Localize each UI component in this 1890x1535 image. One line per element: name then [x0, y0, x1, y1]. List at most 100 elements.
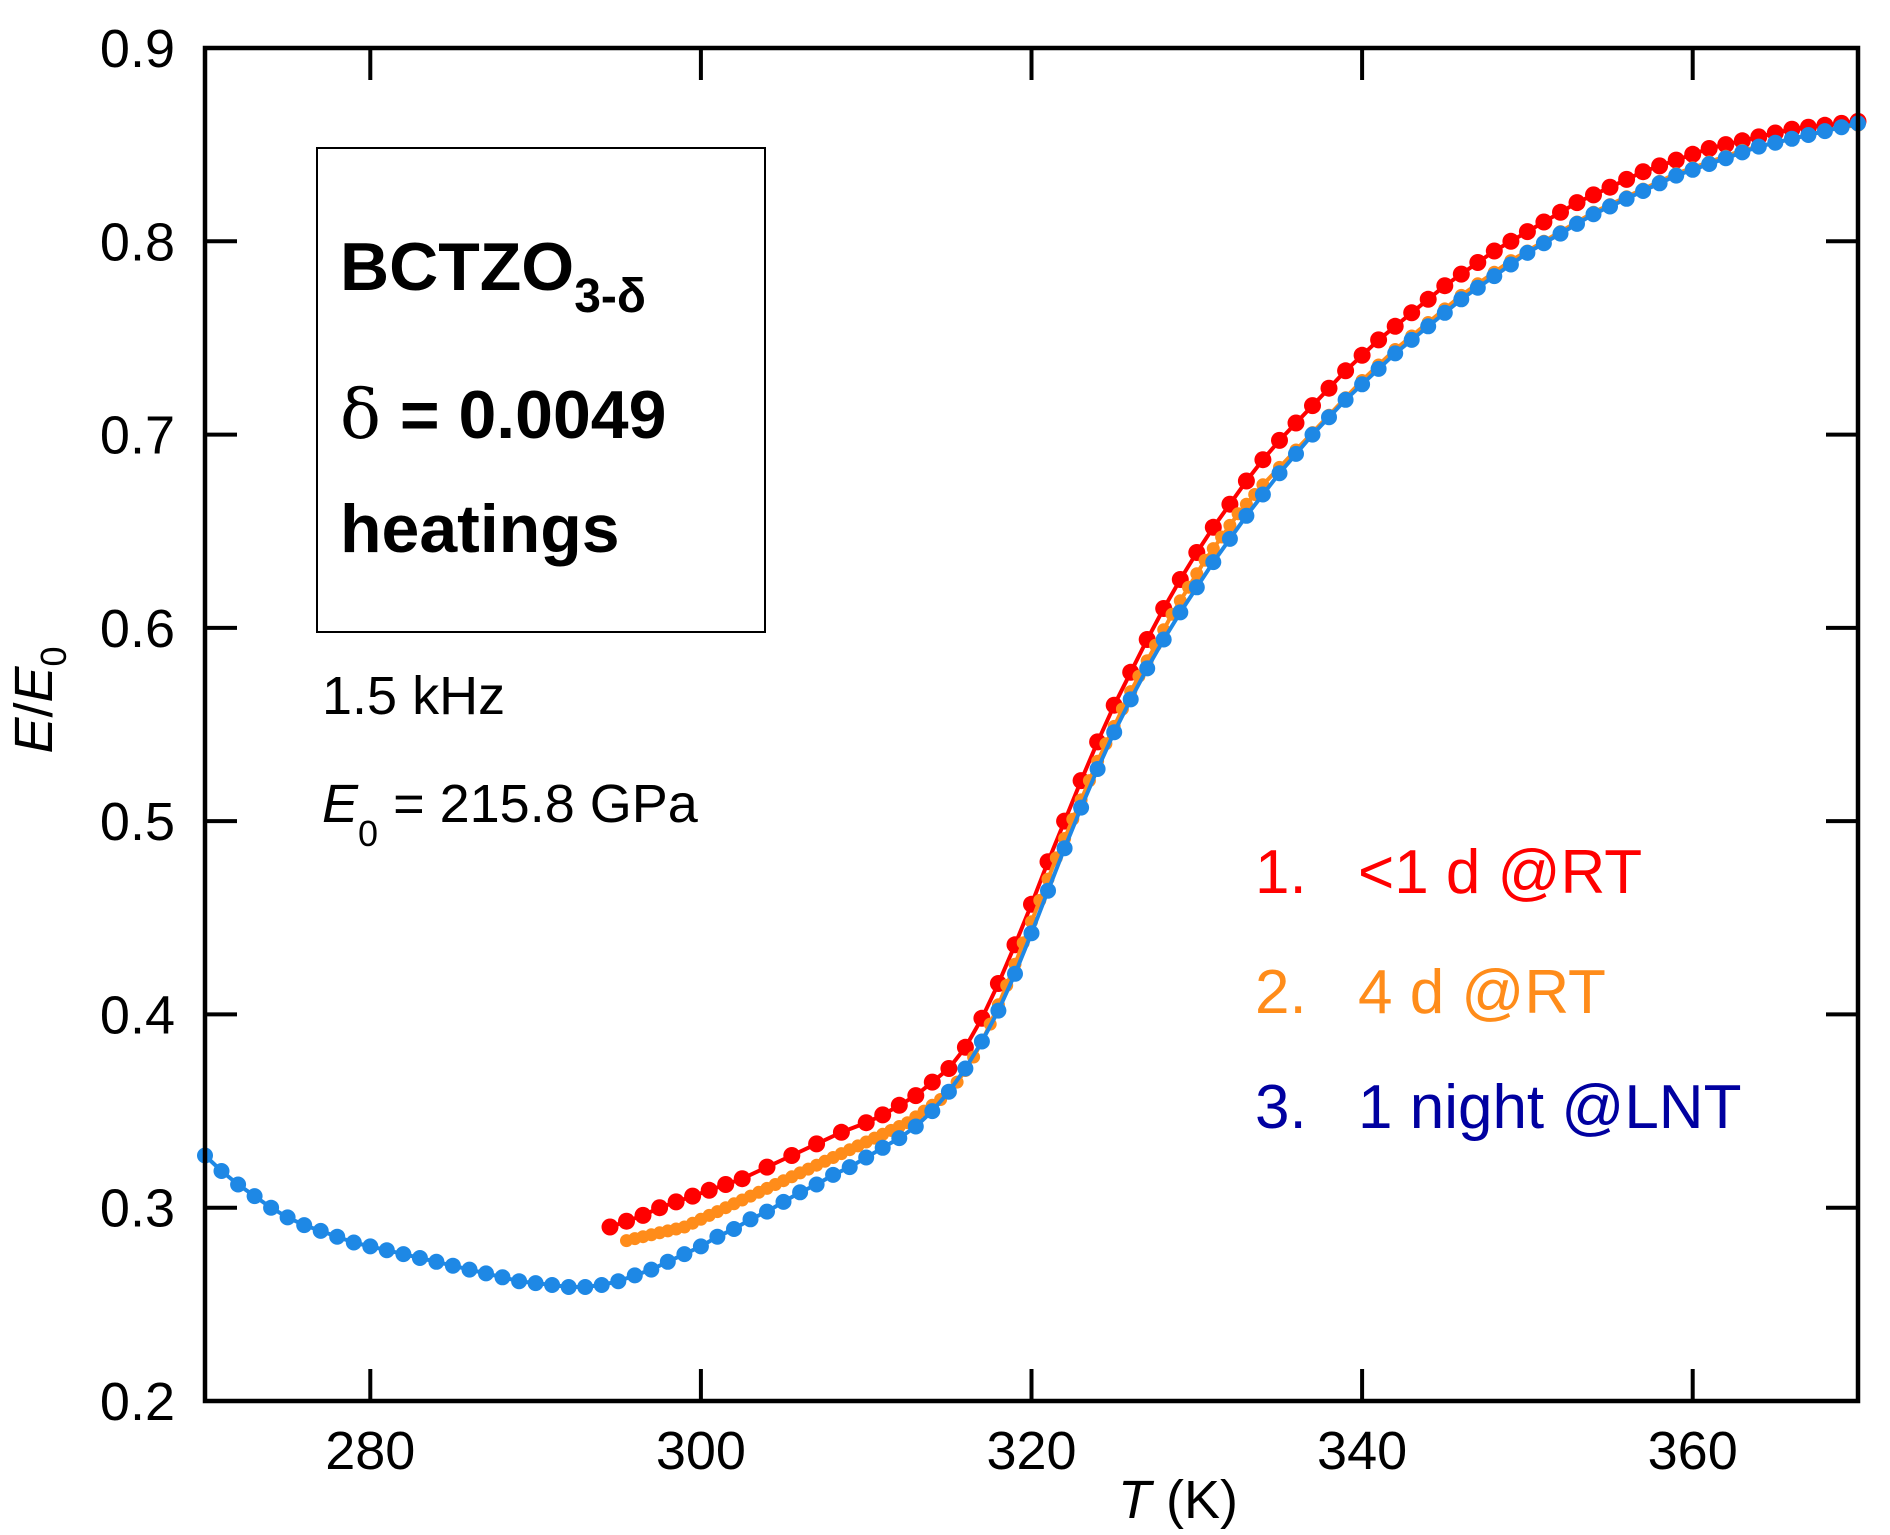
data-point [1816, 123, 1833, 140]
data-point [956, 1038, 974, 1056]
data-point [990, 1002, 1007, 1019]
data-point [825, 1166, 842, 1183]
data-point [378, 1242, 395, 1259]
frequency-note: 1.5 kHz [322, 666, 505, 726]
data-point [957, 1060, 974, 1077]
y-tick-label: 0.8 [100, 212, 175, 272]
data-point [511, 1273, 528, 1290]
data-point [841, 1159, 858, 1176]
legend-entry-3: 3. 1 night @LNT [1255, 1073, 1741, 1142]
data-point [758, 1158, 776, 1176]
data-point [1403, 331, 1420, 348]
data-point [667, 1193, 685, 1211]
data-point [1552, 225, 1569, 242]
data-point [329, 1228, 346, 1245]
data-point [1403, 304, 1421, 322]
data-point [1535, 213, 1553, 231]
data-point [1700, 140, 1718, 157]
data-point [1139, 660, 1156, 677]
x-axis-title: T (K) [1118, 1470, 1238, 1530]
plot-frame [202, 45, 1861, 1404]
data-point [1651, 175, 1668, 192]
legend-number: 2. [1255, 958, 1307, 1027]
data-point [1717, 136, 1735, 154]
data-point [1370, 331, 1388, 349]
x-tick-label: 320 [986, 1421, 1076, 1481]
data-point [1618, 190, 1635, 207]
data-point [717, 1176, 735, 1193]
data-point [1717, 150, 1734, 167]
data-point [1337, 362, 1355, 380]
legend-label: 1 night @LNT [1358, 1073, 1741, 1142]
data-point [1502, 232, 1520, 250]
data-point [1469, 279, 1486, 296]
heatings-label: heatings [340, 491, 620, 567]
data-point [1204, 518, 1222, 536]
data-point [1486, 268, 1503, 285]
data-point [643, 1261, 660, 1278]
data-point [726, 1221, 742, 1237]
data-point [1767, 134, 1784, 151]
data-point [1288, 445, 1304, 462]
x-tick-label: 300 [656, 1421, 746, 1481]
series-line [609, 119, 1859, 1229]
data-point [527, 1275, 544, 1292]
data-point [1419, 290, 1437, 308]
data-point [1304, 426, 1321, 443]
data-point [618, 1212, 635, 1230]
data-point [923, 1073, 941, 1091]
data-point [626, 1267, 643, 1284]
series-3 [197, 115, 1866, 1295]
data-point [808, 1135, 826, 1153]
data-point [1370, 360, 1387, 377]
data-point [1073, 799, 1090, 816]
legend: 1. <1 d @RT 2. 4 d @RT 3. 1 night @LNT [1255, 838, 1741, 1142]
data-point [808, 1176, 825, 1193]
data-point [1618, 170, 1636, 188]
tick-labels: 280 300 320 340 360 0.2 0.3 0.4 0.5 0.6 0.7 0.8 0.9 [100, 19, 1738, 1481]
legend-label: <1 d @RT [1358, 838, 1642, 907]
y-tick-label: 0.5 [100, 792, 175, 852]
data-point [593, 1277, 610, 1293]
data-point [1188, 579, 1205, 596]
data-point [907, 1087, 925, 1105]
data-point [924, 1103, 941, 1120]
data-point [1585, 186, 1602, 204]
legend-number: 3. [1255, 1073, 1307, 1142]
data-point [1453, 291, 1470, 308]
data-point [651, 1199, 669, 1217]
y-tick-label: 0.6 [100, 599, 175, 659]
data-point [1239, 497, 1253, 511]
data-point [1833, 119, 1850, 136]
legend-entry-2: 2. 4 d @RT [1255, 958, 1606, 1027]
data-point [1569, 215, 1585, 232]
data-point [246, 1188, 263, 1205]
data-point [1684, 161, 1701, 178]
modulus-note: E0 = 215.8 GPa [322, 774, 699, 854]
data-point [1635, 183, 1652, 199]
data-point [792, 1184, 809, 1201]
data-point [1634, 163, 1652, 181]
data-point [676, 1246, 693, 1263]
data-point [857, 1114, 875, 1132]
data-point [1485, 242, 1503, 260]
data-point [1420, 318, 1437, 335]
data-point [1206, 542, 1220, 556]
data-point [1321, 409, 1337, 426]
x-tick-label: 340 [1317, 1421, 1407, 1481]
data-point [700, 1181, 718, 1199]
data-point [1585, 206, 1602, 223]
data-point [279, 1209, 296, 1226]
data-point [1684, 145, 1702, 163]
data-point [1734, 144, 1751, 161]
data-point [1733, 132, 1751, 150]
data-point [891, 1130, 908, 1147]
data-point [362, 1238, 379, 1255]
data-point [1106, 724, 1123, 741]
data-point [494, 1269, 511, 1286]
data-point [634, 1206, 652, 1224]
data-point [1535, 235, 1552, 252]
data-point [1668, 167, 1685, 184]
data-point [577, 1279, 594, 1295]
